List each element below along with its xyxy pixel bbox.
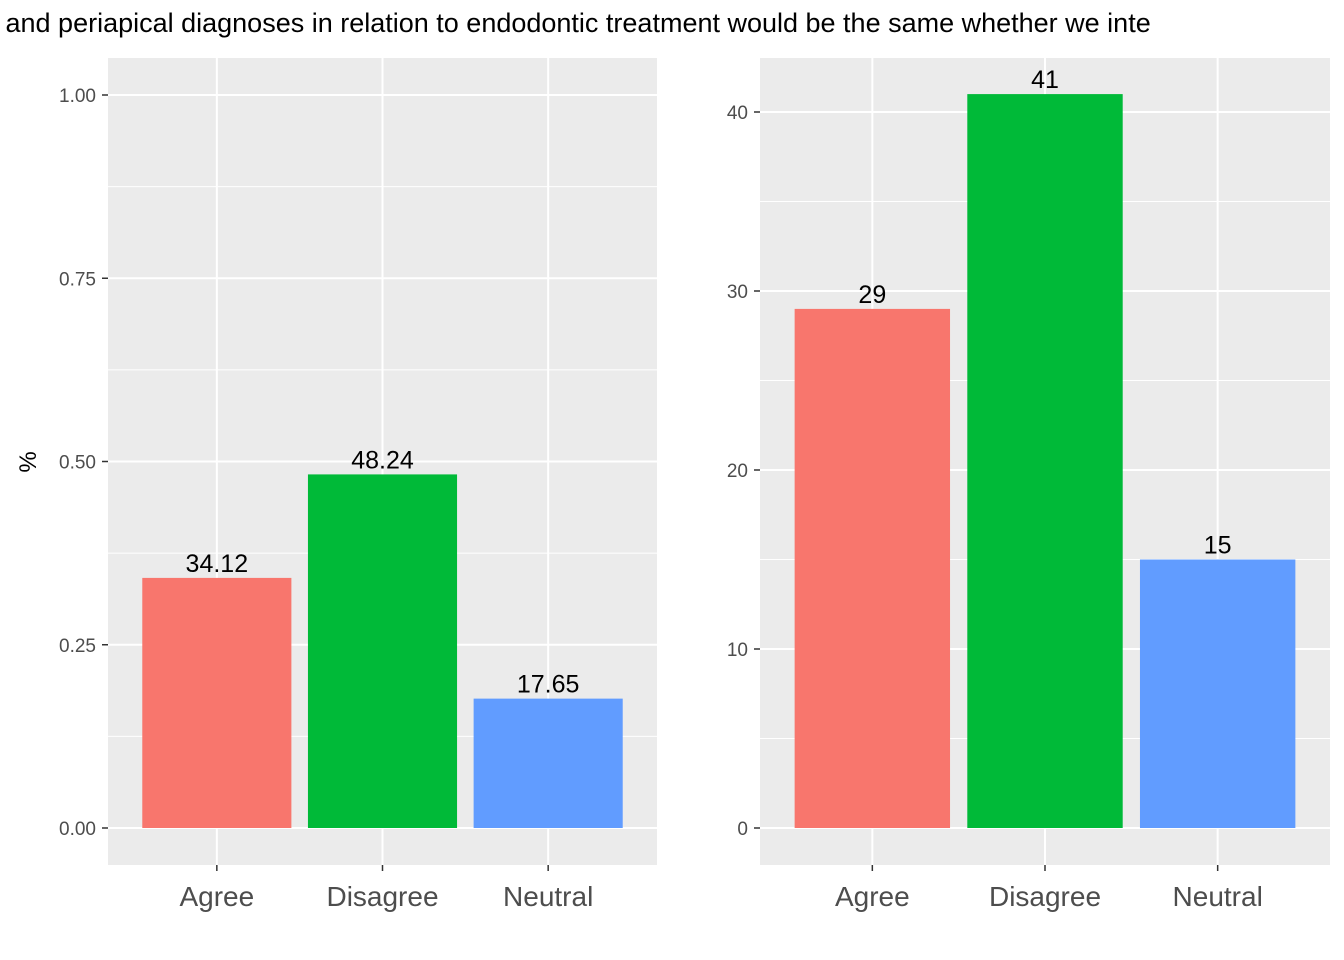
bar-left-disagree [307, 474, 458, 828]
y-tick-label-left: 0.75 [59, 269, 96, 290]
data-label-right-neutral: 15 [1204, 532, 1232, 560]
data-label-left-disagree: 48.24 [351, 446, 414, 474]
data-label-left-agree: 34.12 [186, 550, 249, 578]
x-tick-label-right-disagree: Disagree [989, 881, 1101, 912]
y-tick-label-right: 20 [727, 461, 748, 482]
data-label-left-neutral: 17.65 [517, 671, 580, 699]
y-tick-label-right: 40 [727, 103, 748, 124]
y-tick-label-left: 1.00 [59, 86, 96, 107]
x-tick-label-right-neutral: Neutral [1173, 881, 1263, 912]
y-tick-label-right: 10 [727, 640, 748, 661]
y-tick-label-right: 30 [727, 282, 748, 303]
x-tick-label-right-agree: Agree [835, 881, 910, 912]
chart-title: l and periapical diagnoses in relation t… [0, 4, 1344, 44]
bar-right-neutral [1139, 559, 1296, 828]
y-tick-label-left: 0.50 [59, 453, 96, 474]
bar-left-agree [142, 577, 292, 828]
data-label-right-agree: 29 [858, 281, 886, 309]
bar-right-disagree [967, 94, 1123, 829]
x-tick-label-left-disagree: Disagree [326, 881, 438, 912]
y-tick-label-right: 0 [737, 819, 748, 840]
chart-title-text: l and periapical diagnoses in relation t… [0, 8, 1151, 38]
bar-right-agree [794, 308, 951, 828]
x-tick-label-left-neutral: Neutral [503, 881, 593, 912]
data-label-right-disagree: 41 [1031, 66, 1059, 94]
x-tick-label-left-agree: Agree [179, 881, 254, 912]
y-tick-label-left: 0.25 [59, 636, 96, 657]
y-tick-label-left: 0.00 [59, 819, 96, 840]
bar-left-neutral [473, 698, 623, 828]
y-axis-title-left: % [15, 451, 42, 472]
